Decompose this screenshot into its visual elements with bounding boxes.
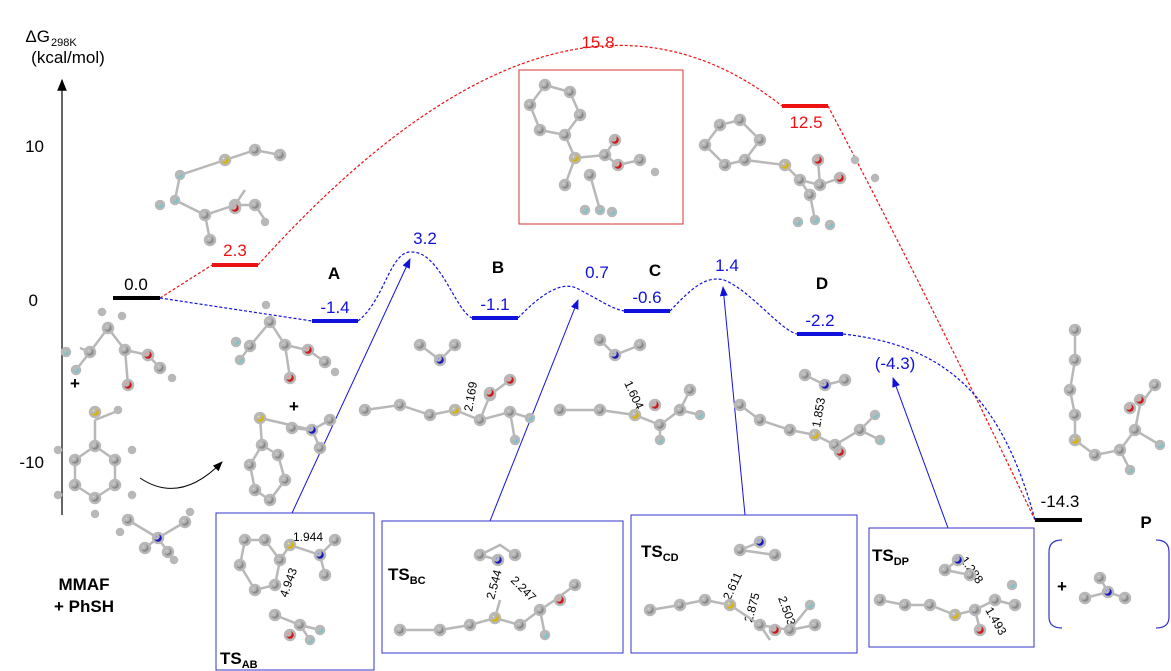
molecule-TS-AB: [233, 533, 342, 646]
red-connector-2: [827, 105, 1036, 521]
blue-barrier-DP: [842, 333, 1036, 521]
ts-arrow-BC: [489, 299, 579, 522]
plus-sign-reactants: +: [70, 374, 80, 393]
ts-label-CD: TSCD: [641, 542, 679, 564]
molecule-TS-CD: [643, 535, 822, 641]
ts-label-AB: TSAB: [220, 649, 258, 671]
distance-D: 1.853: [809, 396, 828, 428]
ts-arrows: [139, 258, 949, 529]
molecule-red-12-5: [698, 113, 880, 231]
state-label-B: B: [492, 258, 504, 277]
molecule-TS-BC: [393, 543, 582, 641]
molecule-A: [230, 300, 340, 507]
molecule-D: [733, 368, 886, 461]
molecule-red-intermediate: [154, 143, 287, 247]
molecule-B: [358, 338, 536, 446]
energy-value-B: -1.1: [480, 295, 509, 314]
distance-C: 1.604: [621, 378, 647, 411]
ts-label-DP: TSDP: [872, 546, 909, 568]
ts-label-BC: TSBC: [388, 565, 426, 587]
blue-barrier-AB: [357, 251, 473, 322]
reactants-label-line2: + PhSH: [54, 597, 114, 616]
distance-TS-AB-1: 1.944: [293, 530, 323, 544]
blue-barrier-CD: [669, 278, 798, 335]
y-axis: ΔG 298K (kcal/mol) 10 0 -10: [19, 27, 105, 515]
plus-sign-P: +: [1057, 577, 1067, 596]
energy-value-TS-DP: (-4.3): [875, 354, 916, 373]
distance-B: 2.169: [461, 380, 480, 412]
reactants-label-line1: MMAF: [59, 575, 110, 594]
state-label-C: C: [649, 261, 661, 280]
ts-box-BC: [381, 520, 624, 654]
energy-value-D: -2.2: [805, 311, 834, 330]
y-tick-label-10: 10: [25, 137, 44, 156]
red-ts-box: [518, 69, 684, 225]
energy-value-TS-CD: 1.4: [715, 256, 739, 275]
blue-pathway: 0.0 -1.4 3.2 -1.1 0.7 -0.6 1.4 -2.2 (-4.…: [113, 229, 1082, 522]
energy-value-TS-AB: 3.2: [413, 229, 437, 248]
ts-arrow-AB: [291, 258, 411, 514]
plus-sign-A: +: [289, 397, 299, 416]
y-axis-label-main: ΔG: [25, 27, 50, 46]
y-axis-label-unit: (kcal/mol): [31, 48, 105, 67]
molecule-red-ts: [523, 78, 660, 218]
ts-boxes: TSAB TSBC TSCD TSDP: [215, 512, 1035, 671]
molecule-TS-DP: [873, 553, 1022, 637]
molecule-C: [553, 333, 706, 446]
ts-box-CD: [630, 514, 858, 654]
distance-TS-DP-2: 1.493: [982, 605, 1009, 638]
energy-value-start: 0.0: [124, 275, 148, 294]
energy-value-C: -0.6: [632, 288, 661, 307]
y-tick-label-0: 0: [29, 291, 38, 310]
ts-box-DP: [868, 527, 1035, 648]
energy-value-TS-BC: 0.7: [585, 263, 609, 282]
blue-connector-start-A: [159, 297, 313, 322]
product-label: P: [1140, 513, 1151, 532]
product-bracket-left: [1048, 539, 1063, 629]
energy-value-red-15-8: 15.8: [581, 33, 614, 52]
product-bracket-right: [1155, 539, 1170, 629]
state-label-A: A: [328, 264, 340, 283]
ts-arrow-CD: [719, 286, 746, 516]
red-connector-1: [159, 264, 213, 299]
molecule-structures: [53, 78, 1166, 646]
red-arc: [257, 44, 783, 266]
molecule-amine-left: [115, 507, 195, 565]
molecule-mmaf: [60, 307, 177, 392]
distance-TS-BC-2: 2.247: [508, 573, 539, 604]
energy-value-A: -1.4: [320, 298, 349, 317]
energy-value-P: -14.3: [1041, 492, 1080, 511]
state-label-D: D: [816, 274, 828, 293]
ts-box-AB: [215, 512, 375, 671]
y-axis-label-sub: 298K: [51, 37, 77, 49]
blue-barrier-BC: [517, 285, 625, 319]
distance-TS-BC-1: 2.544: [483, 568, 504, 601]
energy-value-red-12-5: 12.5: [789, 113, 822, 132]
molecule-phsh: [53, 405, 137, 519]
reaction-arrow: [139, 461, 223, 489]
distance-TS-CD-1: 2.611: [720, 570, 745, 603]
energy-value-red-2-3: 2.3: [223, 241, 247, 260]
y-tick-label-minus10: -10: [19, 453, 44, 472]
ts-arrow-DP: [892, 377, 949, 529]
molecule-P: [1063, 323, 1166, 605]
